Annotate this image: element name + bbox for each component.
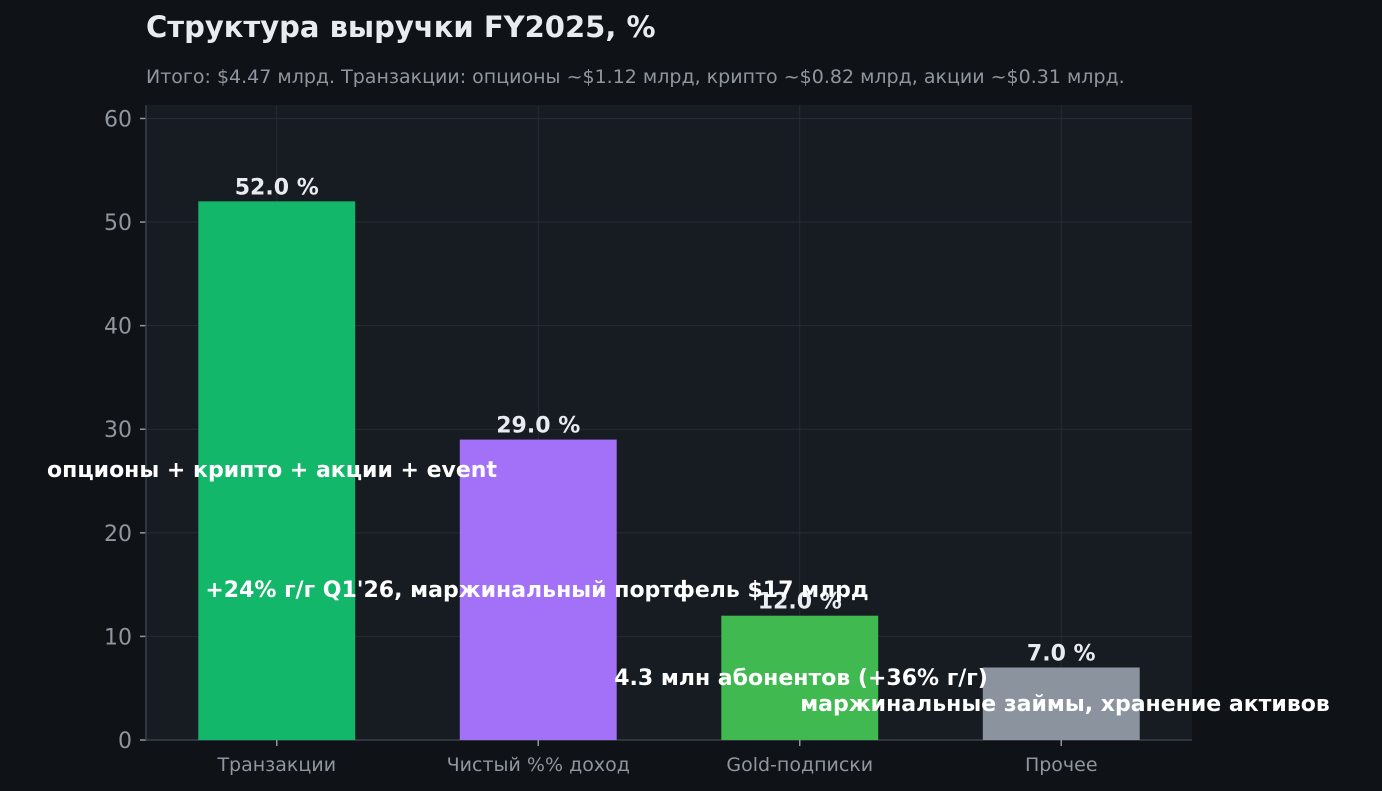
bar-value-label: 7.0 % xyxy=(1027,641,1096,666)
y-tick-label: 0 xyxy=(118,729,132,754)
bar-value-label: 12.0 % xyxy=(758,590,842,615)
bar-annotation: 4.3 млн абонентов (+36% г/г) xyxy=(614,666,988,691)
y-tick-label: 60 xyxy=(104,107,132,132)
bar xyxy=(721,615,879,740)
bar xyxy=(982,667,1140,740)
x-tick-label: Чистый %% доход xyxy=(447,754,630,776)
y-tick-label: 20 xyxy=(104,522,132,547)
chart-subtitle: Итого: $4.47 млрд. Транзакции: опционы ~… xyxy=(146,66,1125,88)
y-tick-label: 40 xyxy=(104,315,132,340)
bar-value-label: 52.0 % xyxy=(235,175,319,200)
y-tick-label: 10 xyxy=(104,625,132,650)
bars xyxy=(198,201,1140,741)
chart-title: Структура выручки FY2025, % xyxy=(146,10,656,44)
x-tick-label: Прочее xyxy=(1025,754,1098,776)
y-tick-label: 30 xyxy=(104,418,132,443)
bar-value-label: 29.0 % xyxy=(496,414,580,439)
bar-annotation: маржинальные займы, хранение активов xyxy=(800,692,1330,717)
bar xyxy=(198,201,356,741)
labels: 0 10 20 30 40 50 60 Транзакции 52.0 % Чистый %% д… xyxy=(47,107,1330,776)
bar xyxy=(459,439,617,740)
y-tick-label: 50 xyxy=(104,211,132,236)
x-tick-label: Транзакции xyxy=(216,754,336,776)
bar-annotation: +24% г/г Q1'26, маржинальный портфель $1… xyxy=(205,578,868,603)
bar-annotation: опционы + крипто + акции + event xyxy=(47,458,497,483)
x-tick-label: Gold-подписки xyxy=(726,754,873,776)
